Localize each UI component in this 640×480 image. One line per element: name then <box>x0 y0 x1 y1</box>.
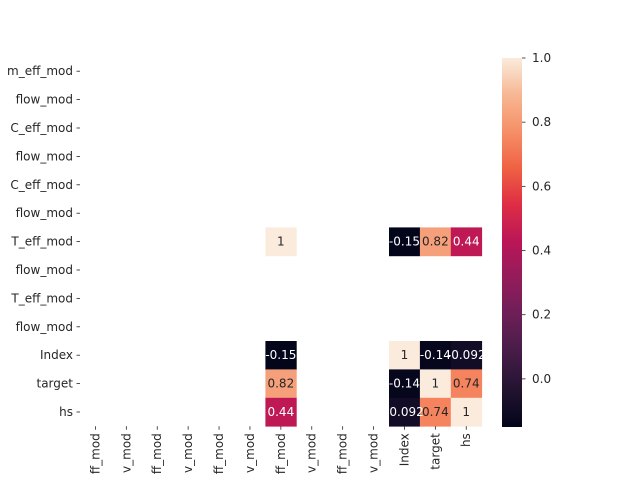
x-tick-label: ff_mod <box>88 433 102 474</box>
colorbar-ticks: 1.0 0.8 0.6 0.4 0.2 0.0 <box>522 51 551 386</box>
heatmap-cell <box>265 397 297 427</box>
heatmap-cell <box>389 227 421 257</box>
cell-value-label: -0.14 <box>389 377 420 391</box>
cell-value-label: 1 <box>432 377 440 391</box>
heatmap-cell <box>389 397 421 427</box>
heatmap-cell <box>389 341 421 370</box>
heatmap-cell <box>389 369 421 399</box>
cell-value-label: 0.82 <box>267 377 294 391</box>
heatmap-cell <box>419 369 452 399</box>
x-tick-label: v_mod <box>243 433 257 473</box>
cell-value-label: 0.44 <box>267 405 294 419</box>
colorbar-tick-label: 0.8 <box>532 115 551 129</box>
cell-value-label: 1 <box>277 235 285 249</box>
heatmap-cell <box>265 341 297 370</box>
colorbar <box>502 58 522 427</box>
cell-value-label: -0.14 <box>420 348 451 362</box>
x-tick-label: v_mod <box>367 433 381 473</box>
y-tick-labels: m_eff_mod flow_mod C_eff_mod flow_mod C_eff_… <box>7 64 80 419</box>
y-tick-label: flow_mod <box>16 93 73 107</box>
colorbar-tick-label: 0.6 <box>532 179 551 193</box>
heatmap-cell <box>450 369 483 399</box>
x-tick-label: ff_mod <box>274 433 288 474</box>
heatmap-cell <box>419 227 452 257</box>
y-tick-label: T_eff_mod <box>10 235 73 249</box>
y-tick-label: hs <box>59 405 73 419</box>
y-tick-label: flow_mod <box>16 263 73 277</box>
x-tick-label: ff_mod <box>336 433 350 474</box>
x-tick-label: ff_mod <box>212 433 226 474</box>
colorbar-tick-label: 1.0 <box>532 51 551 65</box>
cell-value-label: 1 <box>401 348 409 362</box>
x-tick-label: ff_mod <box>150 433 164 474</box>
cell-value-label: 0.74 <box>422 405 449 419</box>
heatmap-cell <box>450 397 483 427</box>
y-tick-label: m_eff_mod <box>7 64 73 78</box>
cell-value-label: 0.74 <box>453 377 480 391</box>
y-tick-label: C_eff_mod <box>10 178 73 192</box>
heatmap-cell <box>450 341 483 370</box>
cell-value-label: 0.44 <box>453 235 480 249</box>
colorbar-tick-label: 0.0 <box>532 372 551 386</box>
y-tick-label: T_eff_mod <box>10 291 73 305</box>
x-tick-label: hs <box>459 433 473 447</box>
cell-value-label: -0.092 <box>447 348 486 362</box>
colorbar-tick-label: 0.2 <box>532 308 551 322</box>
cell-value-label: -0.15 <box>265 348 296 362</box>
y-tick-label: flow_mod <box>16 206 73 220</box>
y-tick-label: Index <box>40 348 73 362</box>
heatmap-cells <box>265 227 483 427</box>
heatmap-cell <box>265 369 297 399</box>
heatmap-cell <box>265 227 297 257</box>
y-tick-label: target <box>37 377 74 391</box>
x-tick-label: v_mod <box>119 433 133 473</box>
cell-value-label: 0.82 <box>422 235 449 249</box>
heatmap-cell <box>419 341 452 370</box>
heatmap-cell <box>419 397 452 427</box>
colorbar-tick-label: 0.4 <box>532 244 551 258</box>
cell-value-label: 1 <box>462 405 470 419</box>
cell-value-label: -0.092 <box>385 405 424 419</box>
x-tick-label: v_mod <box>181 433 195 473</box>
x-tick-labels: ff_mod v_mod ff_mod v_mod ff_mod v_mod ff_mod v… <box>88 426 473 474</box>
y-tick-label: flow_mod <box>16 149 73 163</box>
x-tick-label: target <box>428 433 442 470</box>
heatmap-cell <box>450 227 483 257</box>
x-tick-label: Index <box>397 433 411 466</box>
x-tick-label: v_mod <box>305 433 319 473</box>
y-tick-label: flow_mod <box>16 320 73 334</box>
y-tick-label: C_eff_mod <box>10 121 73 135</box>
cell-value-label: -0.15 <box>389 235 420 249</box>
